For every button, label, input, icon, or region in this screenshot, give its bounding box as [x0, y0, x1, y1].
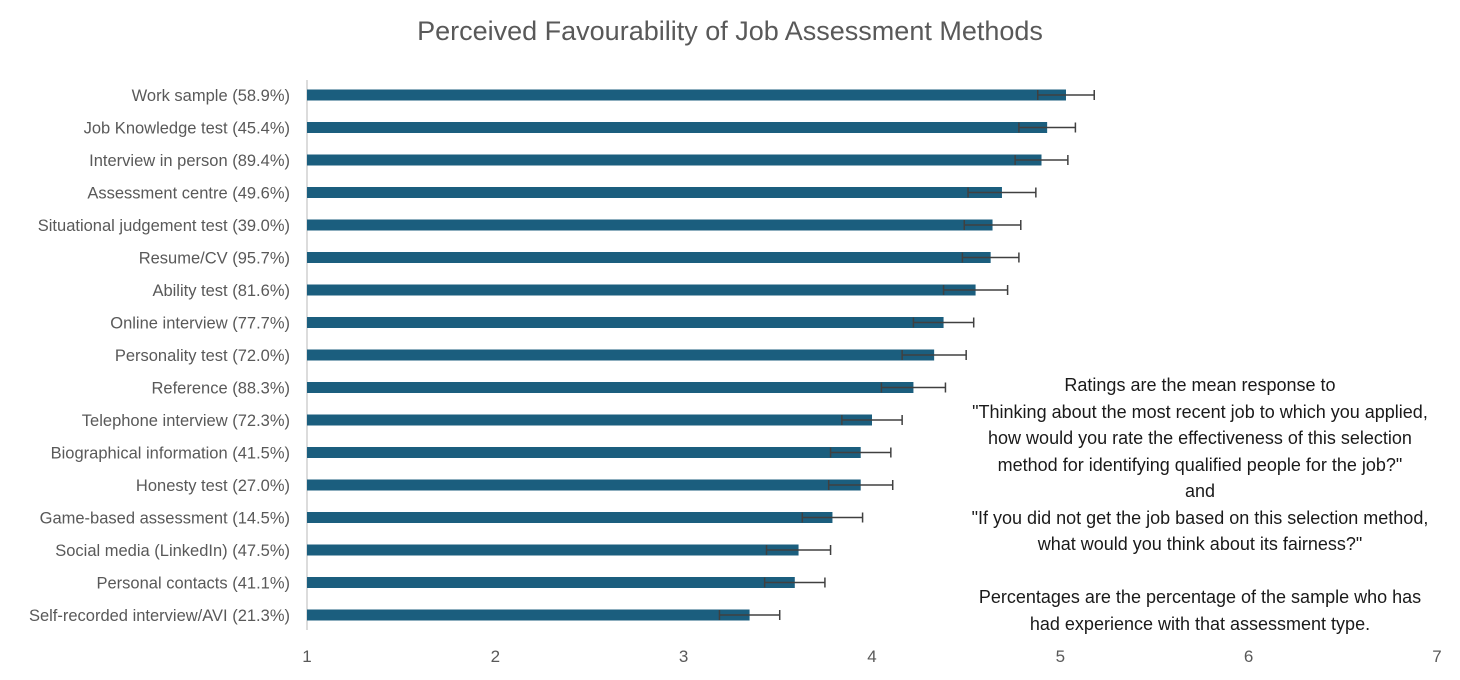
- bar: [307, 512, 833, 523]
- bar: [307, 447, 861, 458]
- bar: [307, 577, 795, 588]
- chart-title: Perceived Favourability of Job Assessmen…: [417, 16, 1043, 46]
- category-label: Reference (88.3%): [152, 380, 291, 398]
- bar: [307, 252, 991, 263]
- x-tick-label: 2: [491, 647, 500, 666]
- bar: [307, 479, 861, 491]
- bar: [307, 284, 976, 296]
- category-label: Resume/CV (95.7%): [139, 250, 290, 268]
- bar: [307, 414, 872, 426]
- bar: [307, 187, 1002, 198]
- category-label: Work sample (58.9%): [132, 87, 290, 105]
- category-label: Social media (LinkedIn) (47.5%): [55, 542, 290, 560]
- category-label: Personality test (72.0%): [115, 347, 290, 365]
- category-label: Interview in person (89.4%): [89, 152, 290, 170]
- annotation-line: Ratings are the mean response to: [1064, 375, 1336, 395]
- bar: [307, 544, 799, 556]
- category-label: Telephone interview (72.3%): [82, 412, 290, 430]
- category-label: Online interview (77.7%): [110, 315, 290, 333]
- x-tick-label: 1: [302, 647, 311, 666]
- category-label: Situational judgement test (39.0%): [38, 217, 290, 235]
- bar: [307, 382, 914, 393]
- bar: [307, 317, 944, 328]
- annotation-line: how would you rate the effectiveness of …: [988, 428, 1412, 448]
- annotation-line: what would you think about its fairness?…: [1037, 534, 1363, 554]
- annotation-line: and: [1184, 481, 1216, 501]
- bar: [307, 89, 1066, 101]
- category-label: Assessment centre (49.6%): [87, 185, 290, 203]
- bar: [307, 122, 1048, 133]
- category-label: Game-based assessment (14.5%): [40, 510, 290, 528]
- x-tick-label: 7: [1432, 647, 1441, 666]
- category-label: Biographical information (41.5%): [51, 445, 290, 463]
- category-label: Personal contacts (41.1%): [96, 575, 290, 593]
- chart-annotation: Ratings are the mean response to "Thinkin…: [940, 372, 1460, 637]
- x-tick-label: 5: [1056, 647, 1065, 666]
- bar: [307, 154, 1042, 166]
- x-tick-label: 3: [679, 647, 688, 666]
- category-label: Ability test (81.6%): [152, 282, 290, 300]
- category-label: Job Knowledge test (45.4%): [84, 120, 290, 138]
- annotation-line: "If you did not get the job based on thi…: [971, 507, 1429, 528]
- bar: [307, 349, 935, 361]
- x-tick-label: 4: [867, 647, 876, 666]
- annotation-line: method for identifying qualified people …: [997, 454, 1403, 475]
- annotation-line: "Thinking about the most recent job to w…: [972, 401, 1428, 422]
- bar: [307, 609, 750, 621]
- annotation-line: Percentages are the percentage of the sa…: [978, 587, 1422, 607]
- annotation-line: had experience with that assessment type…: [1029, 613, 1371, 634]
- annotation-line: [940, 558, 1460, 585]
- bar: [307, 219, 993, 231]
- category-label: Honesty test (27.0%): [136, 477, 290, 495]
- category-label: Self-recorded interview/AVI (21.3%): [29, 607, 290, 625]
- x-tick-label: 6: [1244, 647, 1253, 666]
